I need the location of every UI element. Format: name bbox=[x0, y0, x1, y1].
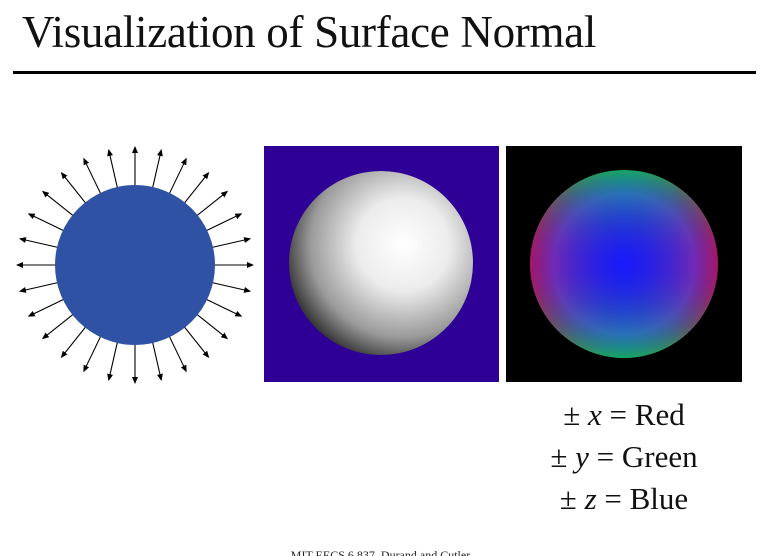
legend-pm: ± bbox=[550, 439, 568, 474]
legend-var: z bbox=[584, 481, 597, 516]
legend-var: y bbox=[575, 439, 589, 474]
slide-title: Visualization of Surface Normal bbox=[22, 7, 597, 57]
legend-row-z: ± z = Blue bbox=[506, 478, 742, 520]
legend-row-y: ± y = Green bbox=[506, 436, 742, 478]
slide-footer: MIT EECS 6.837, Durand and Cutler bbox=[290, 548, 471, 556]
legend-pm: ± bbox=[559, 481, 577, 516]
normal-color-sphere-icon bbox=[530, 170, 718, 358]
normal-arrows-sphere-icon bbox=[16, 146, 254, 384]
legend-eq: = bbox=[604, 481, 622, 516]
legend-eq: = bbox=[596, 439, 615, 474]
normal-color-disc bbox=[530, 170, 718, 358]
normal-arrows-figure bbox=[12, 145, 258, 385]
title-divider bbox=[13, 71, 756, 74]
color-legend: ± x = Red ± y = Green ± z = Blue bbox=[506, 394, 742, 520]
legend-color: Green bbox=[621, 439, 698, 474]
legend-color: Blue bbox=[629, 481, 689, 516]
shaded-sphere-icon bbox=[289, 171, 473, 355]
sphere-disc bbox=[55, 185, 215, 345]
normal-color-figure bbox=[506, 146, 742, 382]
shaded-sphere-figure bbox=[264, 146, 499, 382]
legend-color: Red bbox=[634, 397, 685, 432]
legend-pm: ± bbox=[563, 397, 581, 432]
legend-eq: = bbox=[609, 397, 628, 432]
shaded-sphere bbox=[289, 171, 473, 355]
legend-var: x bbox=[588, 397, 602, 432]
legend-row-x: ± x = Red bbox=[506, 394, 742, 436]
